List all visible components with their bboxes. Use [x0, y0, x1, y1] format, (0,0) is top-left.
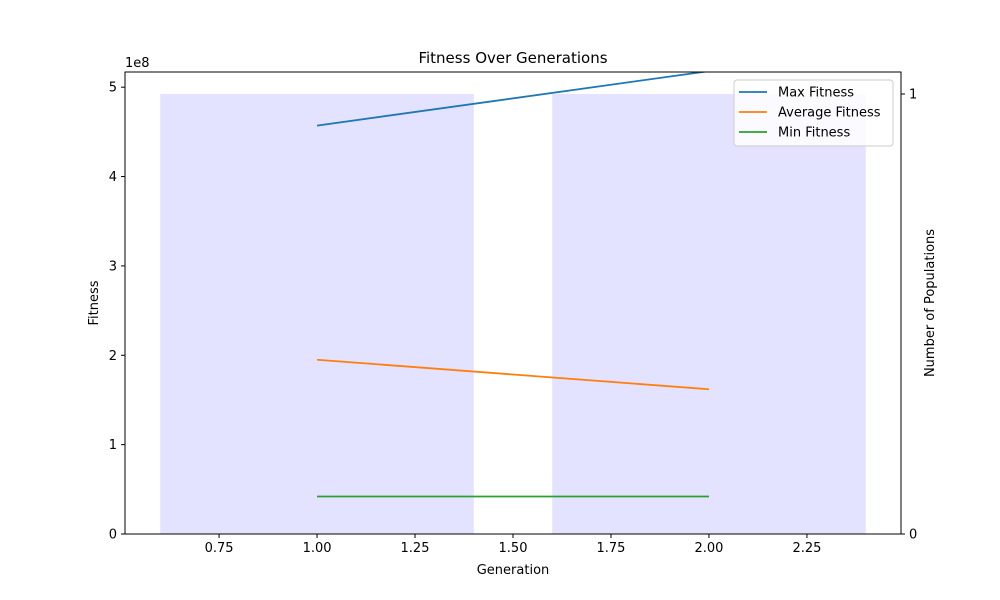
y-tick-label: 3 [109, 259, 117, 274]
legend-label-min-fitness: Min Fitness [778, 126, 850, 141]
x-tick-label: 0.75 [205, 541, 234, 556]
x-tick-label: 1.00 [303, 541, 332, 556]
x-tick-label: 2.00 [694, 541, 723, 556]
legend-label-max-fitness: Max Fitness [778, 86, 854, 101]
y-axis-label: Fitness [87, 280, 102, 325]
y2-tick-label: 0 [909, 528, 917, 543]
y-tick-label: 2 [109, 349, 117, 364]
chart-title: Fitness Over Generations [418, 49, 607, 67]
average-fitness-line [316, 358, 710, 391]
y-tick-label: 5 [109, 81, 117, 96]
population-bar-1 [160, 94, 474, 534]
y2-axis-label: Number of Populations [923, 229, 938, 377]
max-fitness-line [316, 72, 710, 127]
y-tick-label: 4 [109, 170, 117, 185]
x-tick-label: 1.75 [597, 541, 626, 556]
y-offset-label: 1e8 [125, 56, 150, 71]
x-tick-label: 1.25 [401, 541, 430, 556]
x-tick-label: 2.25 [792, 541, 821, 556]
x-axis-label: Generation [477, 563, 550, 578]
population-bar-2 [552, 94, 866, 534]
x-tick-label: 1.50 [499, 541, 528, 556]
legend-label-average-fitness: Average Fitness [778, 106, 881, 121]
legend: Max Fitness Average Fitness Min Fitness [733, 79, 894, 147]
y-tick-label: 1 [109, 438, 117, 453]
legend-box [733, 79, 894, 147]
y2-tick-label: 1 [909, 88, 917, 103]
y-tick-label: 0 [109, 528, 117, 543]
